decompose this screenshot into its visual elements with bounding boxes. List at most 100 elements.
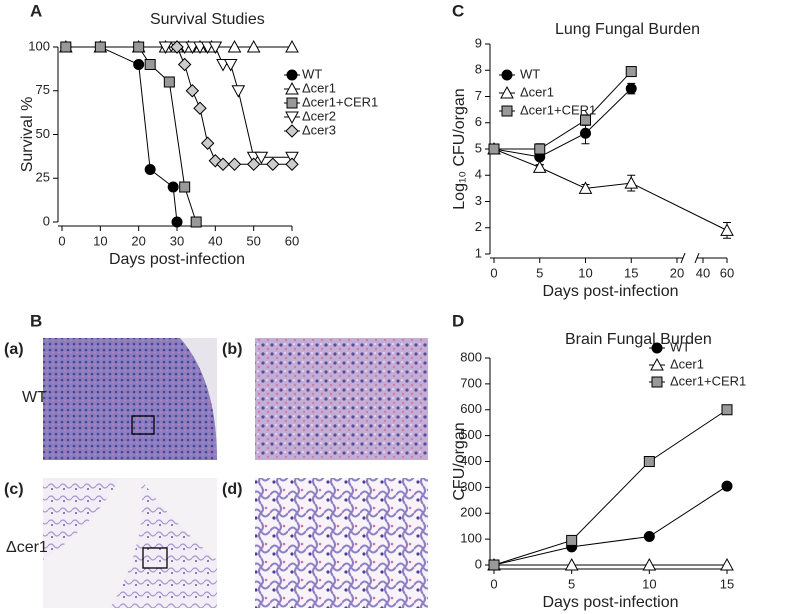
inset-box bbox=[131, 415, 155, 435]
chart-title: Brain Fungal Burden bbox=[565, 331, 712, 348]
marker bbox=[193, 101, 207, 115]
y-tick-label: 200 bbox=[460, 505, 482, 520]
inset-box bbox=[142, 547, 168, 569]
marker bbox=[185, 84, 200, 98]
x-tick-label: 20 bbox=[670, 265, 684, 280]
y-tick-label: 3 bbox=[475, 193, 482, 208]
legend-label: Δcer2 bbox=[302, 108, 336, 123]
marker bbox=[200, 136, 215, 150]
lung-tissue bbox=[110, 478, 217, 608]
y-tick-label: 700 bbox=[460, 375, 482, 390]
x-tick-label: 10 bbox=[93, 233, 107, 248]
series-line bbox=[493, 148, 728, 231]
y-axis-label: Log₁₀ CFU/organ bbox=[451, 88, 468, 209]
marker bbox=[170, 40, 184, 54]
marker bbox=[643, 456, 655, 467]
y-tick-label: 400 bbox=[460, 453, 482, 468]
sub-label: (b) bbox=[222, 341, 242, 358]
y-tick-label: 800 bbox=[460, 349, 482, 364]
y-tick-label: 100 bbox=[28, 38, 50, 53]
axis-break bbox=[694, 252, 700, 264]
x-tick-label: 30 bbox=[170, 233, 184, 248]
x-tick-label: 50 bbox=[246, 233, 260, 248]
y-tick-label: 2 bbox=[475, 219, 482, 234]
legend-label: Δcer3 bbox=[302, 122, 336, 137]
legend-marker bbox=[650, 357, 664, 371]
lung-tissue bbox=[43, 478, 120, 560]
marker bbox=[624, 176, 639, 189]
marker bbox=[720, 557, 734, 571]
series-line bbox=[493, 485, 728, 566]
marker bbox=[171, 216, 183, 228]
marker bbox=[94, 41, 106, 53]
histology bbox=[43, 338, 428, 608]
marker bbox=[721, 480, 733, 492]
legend-marker bbox=[286, 97, 298, 109]
marker bbox=[721, 404, 733, 416]
y-tick-label: 4 bbox=[475, 167, 482, 182]
y-tick-label: 500 bbox=[460, 427, 482, 442]
marker bbox=[720, 223, 734, 236]
y-axis-label: Survival % bbox=[19, 97, 36, 173]
panel-label: B bbox=[30, 311, 42, 330]
marker bbox=[208, 41, 223, 55]
marker bbox=[254, 151, 269, 165]
legend-marker bbox=[501, 69, 513, 81]
legend-marker bbox=[651, 342, 663, 354]
x-tick-label: 5 bbox=[536, 265, 543, 280]
series-line bbox=[493, 409, 728, 566]
marker bbox=[216, 157, 230, 171]
marker bbox=[227, 39, 242, 53]
marker bbox=[60, 41, 72, 53]
marker bbox=[177, 57, 192, 72]
sub-label: (c) bbox=[4, 481, 24, 498]
marker bbox=[246, 39, 261, 53]
legend-marker bbox=[285, 81, 299, 95]
axis-break bbox=[680, 252, 686, 264]
x-tick-label: 5 bbox=[568, 576, 575, 591]
marker bbox=[566, 534, 578, 546]
y-tick-label: 6 bbox=[475, 114, 482, 129]
marker bbox=[578, 181, 593, 194]
marker bbox=[488, 559, 500, 571]
marker bbox=[158, 41, 173, 55]
marker bbox=[223, 59, 238, 72]
x-tick-label: 10 bbox=[578, 265, 592, 280]
marker bbox=[625, 66, 637, 78]
marker bbox=[643, 531, 655, 543]
y-tick-label: 75 bbox=[36, 82, 50, 97]
y-tick-label: 25 bbox=[36, 170, 50, 185]
marker bbox=[231, 85, 246, 98]
marker bbox=[534, 143, 546, 155]
series-line bbox=[176, 46, 292, 165]
legend-label: WT bbox=[520, 66, 540, 81]
x-tick-label: 15 bbox=[720, 576, 734, 591]
series-line bbox=[493, 88, 632, 158]
x-tick-label: 60 bbox=[285, 233, 299, 248]
sub-label: (d) bbox=[222, 481, 242, 498]
y-tick-label: 50 bbox=[36, 126, 50, 141]
legend-label: Δcer1 bbox=[670, 356, 704, 371]
legend-label: Δcer1+CER1 bbox=[670, 373, 746, 388]
legend-marker bbox=[500, 85, 514, 99]
x-tick-label: 0 bbox=[58, 233, 65, 248]
x-tick-label: 40 bbox=[208, 233, 222, 248]
marker bbox=[532, 160, 547, 173]
marker bbox=[564, 557, 579, 571]
y-tick-label: 1 bbox=[475, 245, 482, 260]
x-tick-label: 0 bbox=[490, 576, 497, 591]
marker bbox=[642, 557, 657, 571]
panel-label: A bbox=[30, 1, 42, 20]
legend-label: WT bbox=[302, 66, 322, 81]
y-tick-label: 7 bbox=[475, 88, 482, 103]
chart-title: Survival Studies bbox=[150, 11, 265, 28]
marker bbox=[190, 216, 202, 228]
y-tick-label: 0 bbox=[475, 556, 482, 571]
panel-label: D bbox=[452, 311, 464, 330]
x-tick-label: 40 bbox=[696, 265, 710, 280]
panel-label: C bbox=[452, 1, 464, 20]
marker bbox=[580, 114, 591, 126]
row-label: WT bbox=[22, 389, 47, 406]
marker bbox=[488, 143, 500, 155]
x-tick-label: 0 bbox=[490, 265, 497, 280]
